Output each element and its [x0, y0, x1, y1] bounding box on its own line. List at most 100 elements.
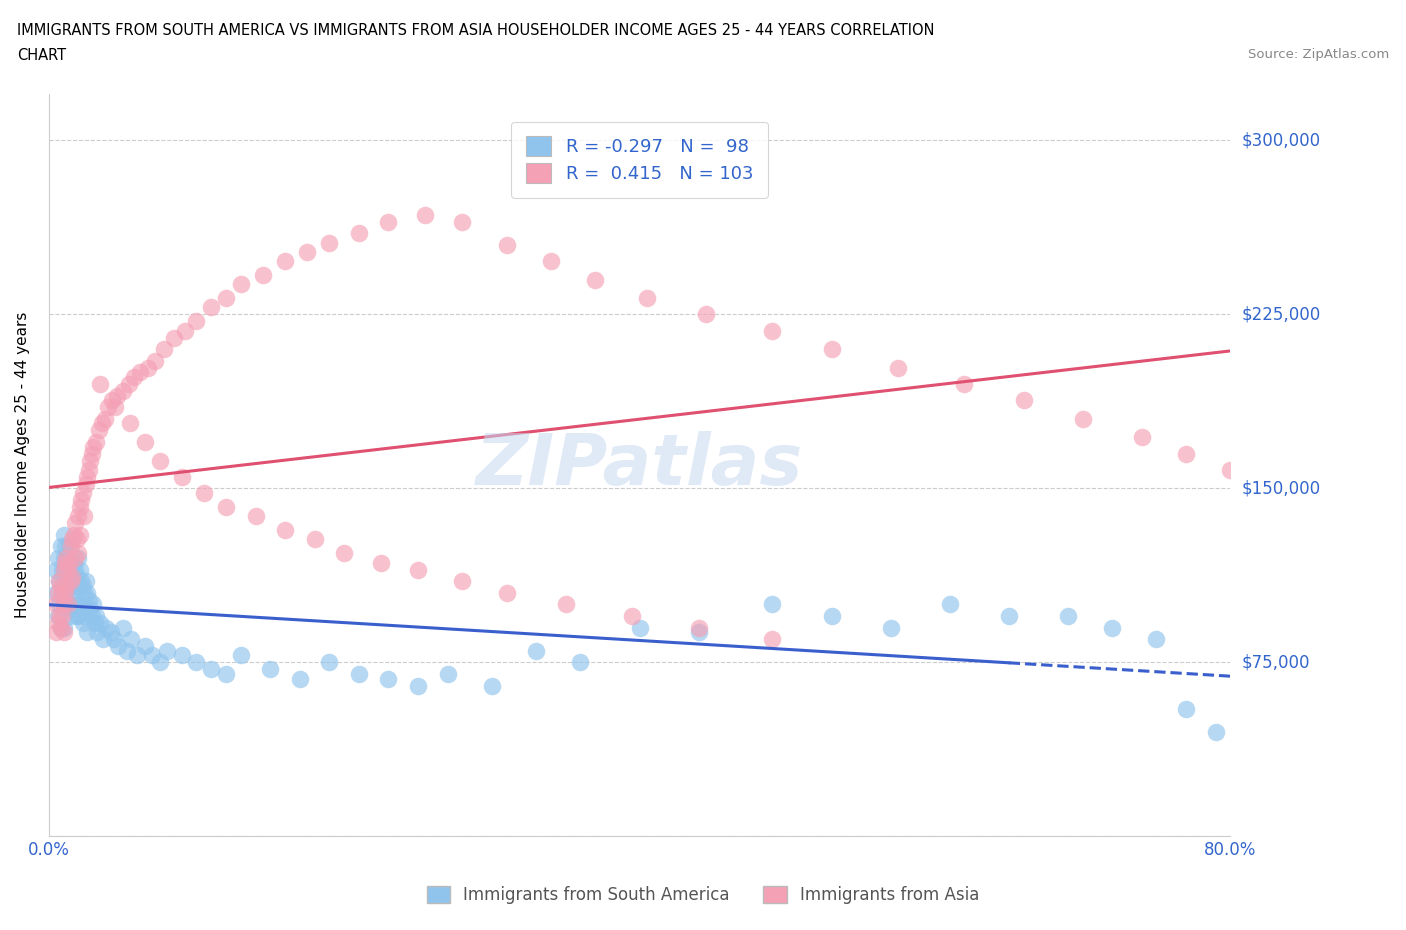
Point [52, 597, 75, 612]
Point [583, 272, 606, 287]
Point [153, 341, 176, 356]
Point [48, 574, 70, 589]
Legend: Immigrants from South America, Immigrants from Asia: Immigrants from South America, Immigrant… [420, 879, 986, 910]
Point [63, 555, 86, 570]
Point [65, 585, 87, 600]
Point [451, 574, 474, 589]
Point [67, 551, 90, 565]
Point [52, 620, 75, 635]
Point [148, 453, 170, 468]
Point [84, 608, 107, 623]
Point [73, 509, 96, 524]
Point [58, 555, 80, 570]
Point [69, 527, 91, 542]
Point [111, 383, 134, 398]
Point [55, 578, 77, 593]
Text: CHART: CHART [17, 48, 66, 63]
Point [66, 608, 89, 623]
Point [186, 655, 208, 670]
Point [65, 562, 87, 577]
Point [117, 377, 139, 392]
Point [52, 625, 75, 640]
Point [58, 539, 80, 554]
Point [75, 476, 97, 491]
Point [87, 423, 110, 438]
Point [200, 662, 222, 677]
Point [554, 597, 576, 612]
Point [52, 574, 75, 589]
Point [51, 608, 73, 623]
Point [89, 616, 111, 631]
Point [97, 400, 120, 415]
Point [481, 678, 503, 693]
Point [215, 499, 238, 514]
Point [55, 551, 77, 565]
Point [56, 597, 79, 612]
Point [415, 207, 437, 222]
Point [215, 291, 238, 306]
Point [103, 631, 125, 646]
Point [94, 411, 117, 426]
Point [86, 625, 108, 640]
Point [252, 268, 274, 283]
Point [46, 608, 69, 623]
Point [1012, 392, 1035, 407]
Point [49, 578, 72, 593]
Point [297, 245, 319, 259]
Point [406, 562, 429, 577]
Point [318, 235, 340, 250]
Point [229, 277, 252, 292]
Point [100, 625, 122, 640]
Point [58, 597, 80, 612]
Point [70, 493, 93, 508]
Point [621, 608, 644, 623]
Point [143, 353, 166, 368]
Point [90, 416, 112, 431]
Point [636, 291, 658, 306]
Point [107, 639, 129, 654]
Point [46, 616, 69, 631]
Point [45, 562, 67, 577]
Point [377, 214, 399, 229]
Point [127, 648, 149, 663]
Point [46, 585, 69, 600]
Point [59, 574, 82, 589]
Point [69, 597, 91, 612]
Point [49, 620, 72, 635]
Point [51, 585, 73, 600]
Point [52, 597, 75, 612]
Point [879, 620, 901, 635]
Point [83, 616, 105, 631]
Point [274, 523, 297, 538]
Point [89, 377, 111, 392]
Point [134, 639, 156, 654]
Point [1219, 462, 1241, 477]
Point [59, 555, 82, 570]
Point [48, 597, 70, 612]
Point [65, 516, 87, 531]
Point [540, 254, 562, 269]
Point [60, 592, 83, 607]
Point [53, 562, 76, 577]
Point [451, 214, 474, 229]
Point [318, 655, 340, 670]
Point [59, 578, 82, 593]
Point [72, 485, 94, 500]
Point [51, 585, 73, 600]
Point [96, 620, 118, 635]
Point [66, 532, 89, 547]
Point [495, 237, 517, 252]
Point [70, 602, 93, 617]
Point [73, 585, 96, 600]
Point [80, 446, 103, 461]
Point [52, 527, 75, 542]
Point [79, 453, 101, 468]
Point [56, 562, 79, 577]
Point [72, 578, 94, 593]
Point [82, 597, 104, 612]
Point [170, 648, 193, 663]
Point [53, 539, 76, 554]
Point [347, 667, 370, 682]
Point [953, 377, 976, 392]
Point [76, 470, 98, 485]
